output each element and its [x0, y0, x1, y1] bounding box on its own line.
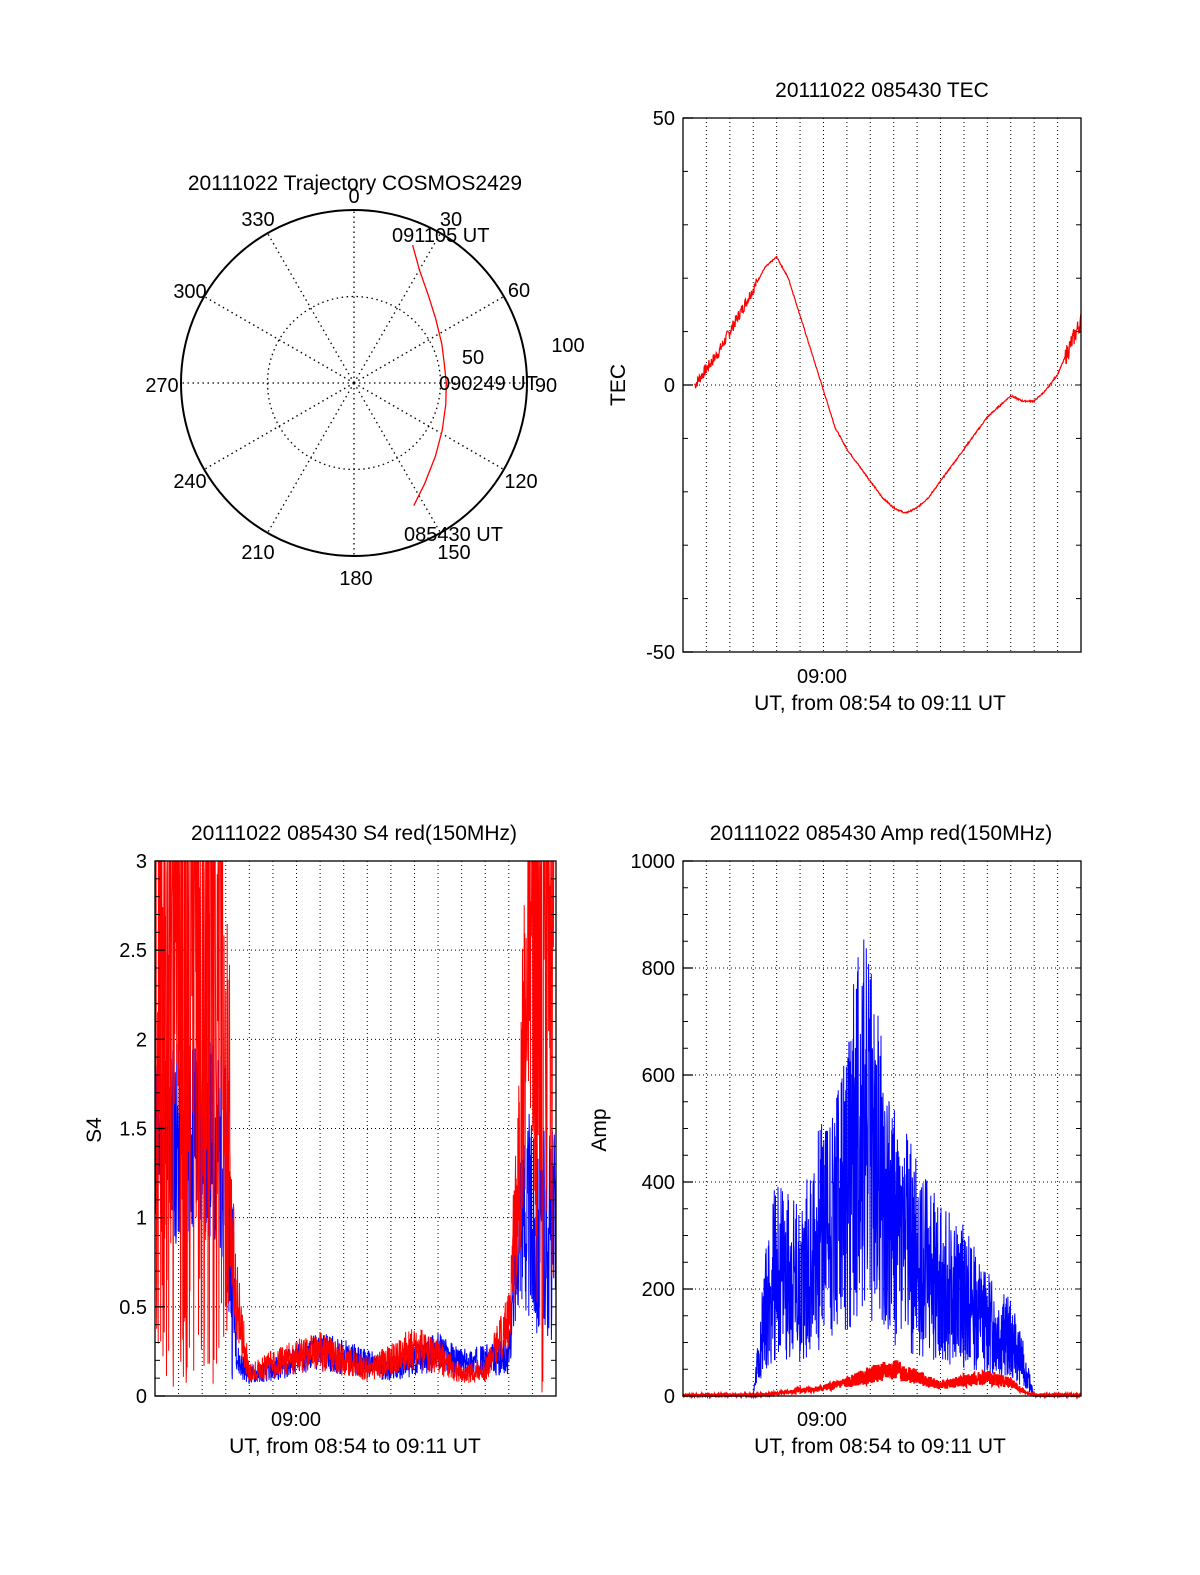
tec-x-label: UT, from 08:54 to 09:11 UT	[754, 692, 1006, 715]
polar-spoke	[353, 232, 442, 384]
polar-azimuth-label: 0	[348, 186, 359, 208]
amp-red-series-line	[682, 1360, 1082, 1400]
polar-radius-label: 50	[462, 347, 484, 369]
s4-y-tick-label: 2	[136, 1029, 147, 1051]
amp-y-tick-label: 800	[642, 958, 675, 980]
s4-chart: 20111022 085430 S4 red(150MHz) 0 0.5 1 1.5 2…	[83, 822, 557, 1458]
polar-azimuth-label: 210	[241, 542, 274, 564]
polar-azimuth-label: 120	[504, 471, 537, 493]
polar-spoke	[353, 382, 442, 534]
polar-spoke	[266, 382, 355, 534]
amp-y-tick-label: 200	[642, 1279, 675, 1301]
amp-chart: 20111022 085430 Amp red(150MHz) 0 200 400 6…	[588, 822, 1082, 1458]
amp-y-tick-label: 400	[642, 1172, 675, 1194]
amp-y-tick-label: 600	[642, 1065, 675, 1087]
amp-blue-series-line	[682, 939, 1082, 1398]
s4-x-label: UT, from 08:54 to 09:11 UT	[229, 1435, 481, 1458]
polar-trajectory-chart: 20111022 Trajectory COSMOS2429 0 30 60 90 12…	[145, 172, 584, 590]
amp-x-label: UT, from 08:54 to 09:11 UT	[754, 1435, 1006, 1458]
polar-azimuth-label: 330	[241, 209, 274, 231]
polar-azimuth-label: 150	[437, 542, 470, 564]
polar-spoke	[203, 295, 355, 384]
polar-radius-label: 100	[551, 335, 584, 357]
polar-azimuth-label: 270	[145, 375, 178, 397]
s4-y-tick-label: 2.5	[119, 940, 147, 962]
polar-time-annotation: 090249 UT	[439, 373, 538, 395]
tec-y-label: TEC	[607, 364, 630, 406]
tec-plot-frame	[682, 117, 1082, 653]
s4-y-tick-label: 0.5	[119, 1297, 147, 1319]
polar-time-annotation: 091105 UT	[392, 225, 489, 247]
polar-azimuth-label: 60	[508, 280, 530, 302]
polar-spoke	[353, 382, 505, 471]
s4-y-tick-label: 1.5	[119, 1119, 147, 1141]
tec-y-tick-label: 50	[653, 108, 675, 130]
tec-title: 20111022 085430 TEC	[775, 79, 989, 102]
tec-chart: 20111022 085430 TEC -50 0 50 09:00 UT, fro…	[607, 79, 1082, 715]
s4-y-label: S4	[83, 1117, 106, 1143]
s4-blue-series-line	[154, 1034, 557, 1384]
amp-y-tick-label: 0	[664, 1386, 675, 1408]
polar-azimuth-label: 180	[339, 568, 372, 590]
tec-x-tick: 09:00	[797, 666, 847, 688]
amp-plot-frame	[682, 860, 1082, 1397]
s4-y-tick-label: 1	[136, 1208, 147, 1230]
s4-title: 20111022 085430 S4 red(150MHz)	[191, 822, 517, 845]
polar-azimuth-label: 300	[173, 281, 206, 303]
polar-azimuth-label: 240	[173, 471, 206, 493]
polar-spoke	[266, 232, 355, 384]
amp-y-label: Amp	[588, 1108, 611, 1151]
s4-y-tick-label: 3	[136, 851, 147, 873]
polar-title: 20111022 Trajectory COSMOS2429	[188, 172, 522, 195]
tec-y-tick-label: -50	[646, 642, 675, 664]
polar-azimuth-label: 30	[440, 209, 462, 231]
s4-y-tick-label: 0	[136, 1386, 147, 1408]
tec-red-series-line	[694, 256, 1082, 514]
polar-azimuth-label: 90	[535, 375, 557, 397]
amp-x-tick: 09:00	[797, 1409, 847, 1431]
polar-spoke	[203, 382, 355, 471]
trajectory-line	[411, 244, 447, 506]
polar-spoke	[353, 295, 505, 384]
s4-x-tick: 09:00	[271, 1409, 321, 1431]
amp-title: 20111022 085430 Amp red(150MHz)	[710, 822, 1052, 845]
polar-time-annotation: 085430 UT	[404, 524, 503, 546]
polar-outer-circle	[180, 209, 528, 557]
tec-y-tick-label: 0	[664, 375, 675, 397]
amp-y-tick-label: 1000	[631, 851, 676, 873]
